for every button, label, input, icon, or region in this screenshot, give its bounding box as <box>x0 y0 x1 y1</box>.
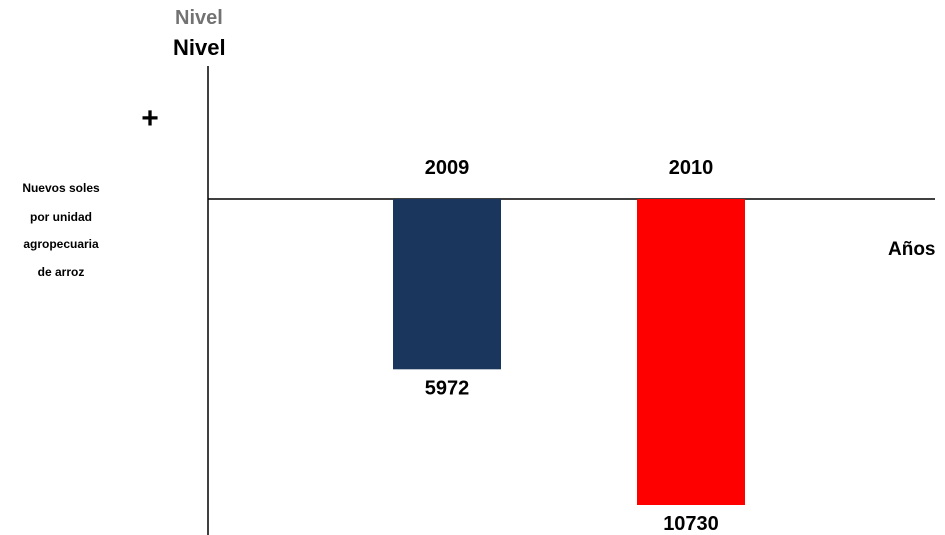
chart-title: Nivel <box>173 35 226 60</box>
bar-2010 <box>637 199 745 505</box>
bars-group: 2009 5972 2010 10730 <box>393 157 745 535</box>
y-label-clip-mask <box>109 180 207 290</box>
plus-sign: + <box>141 102 159 135</box>
bar-2009 <box>393 199 501 370</box>
x-axis-label: Años <box>888 239 936 260</box>
y-axis-label-line-4: de arroz <box>38 265 85 279</box>
y-axis-label: Nuevos soles por unidad agropecuaria de … <box>22 181 100 279</box>
data-label-2010: 10730 <box>663 513 719 535</box>
y-axis-label-line-1: Nuevos soles <box>22 181 100 195</box>
category-label-2010: 2010 <box>669 157 714 179</box>
category-label-2009: 2009 <box>425 157 470 179</box>
data-label-2009: 5972 <box>425 377 470 399</box>
faded-title: Nivel <box>175 7 223 29</box>
y-axis-label-line-2: por unidad <box>30 210 92 224</box>
y-axis-label-line-3: agropecuaria <box>23 237 99 251</box>
